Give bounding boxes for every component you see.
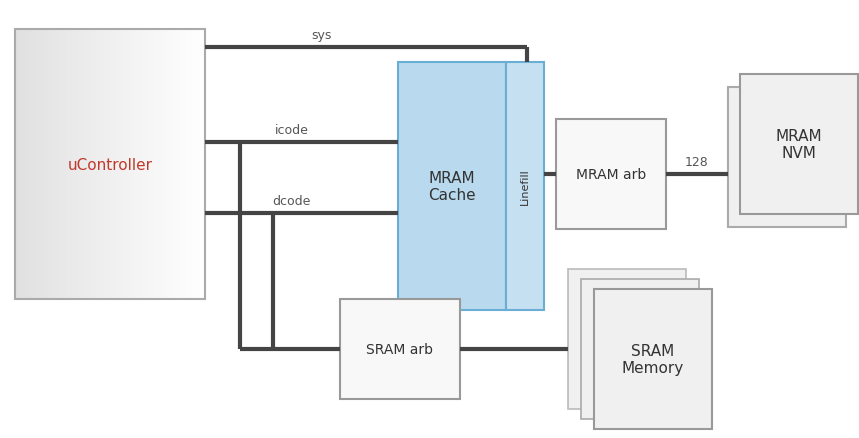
Text: 128: 128	[685, 155, 709, 169]
Bar	[398, 63, 506, 310]
Bar	[18, 30, 21, 299]
Bar	[170, 30, 174, 299]
Bar	[50, 30, 53, 299]
Bar	[56, 30, 60, 299]
Bar	[174, 30, 177, 299]
Bar	[40, 30, 44, 299]
Bar	[78, 30, 82, 299]
Text: Linefill: Linefill	[520, 168, 530, 205]
Bar	[132, 30, 136, 299]
Bar	[34, 30, 38, 299]
Bar	[88, 30, 92, 299]
Bar	[85, 30, 88, 299]
Bar	[180, 30, 183, 299]
Bar	[556, 120, 666, 230]
Bar	[63, 30, 66, 299]
Bar	[151, 30, 155, 299]
Bar	[101, 30, 104, 299]
Bar	[136, 30, 139, 299]
Bar	[186, 30, 190, 299]
Bar	[189, 30, 192, 299]
Bar	[125, 30, 130, 299]
Bar	[44, 30, 47, 299]
Bar	[25, 30, 28, 299]
Bar	[157, 30, 161, 299]
Bar	[76, 30, 79, 299]
Bar	[161, 30, 164, 299]
Bar	[728, 88, 846, 227]
Bar	[82, 30, 85, 299]
Bar	[107, 30, 111, 299]
Bar	[104, 30, 107, 299]
Bar	[155, 30, 158, 299]
Text: dcode: dcode	[272, 194, 311, 207]
Bar	[59, 30, 63, 299]
Bar	[202, 30, 205, 299]
Text: SRAM arb: SRAM arb	[367, 342, 434, 356]
Bar	[594, 290, 712, 429]
Bar	[176, 30, 180, 299]
Text: MRAM
NVM: MRAM NVM	[776, 128, 822, 161]
Bar	[167, 30, 171, 299]
Bar	[97, 30, 101, 299]
Bar	[192, 30, 196, 299]
Bar	[37, 30, 41, 299]
Bar	[340, 299, 460, 399]
Bar	[69, 30, 72, 299]
Bar	[138, 30, 143, 299]
Bar	[198, 30, 203, 299]
Bar	[21, 30, 25, 299]
Bar	[94, 30, 98, 299]
Bar	[196, 30, 199, 299]
Text: icode: icode	[275, 124, 308, 137]
Bar	[27, 30, 31, 299]
Bar	[581, 279, 699, 419]
Text: sys: sys	[311, 29, 332, 42]
Bar	[183, 30, 186, 299]
Bar	[116, 30, 120, 299]
Bar	[506, 63, 544, 310]
Bar	[53, 30, 57, 299]
Bar	[91, 30, 94, 299]
Text: uController: uController	[68, 157, 153, 172]
Bar	[142, 30, 145, 299]
Bar	[72, 30, 76, 299]
Bar	[113, 30, 117, 299]
Bar	[65, 30, 70, 299]
Bar	[119, 30, 123, 299]
Text: MRAM arb: MRAM arb	[576, 168, 646, 182]
Text: SRAM
Memory: SRAM Memory	[622, 343, 684, 375]
Bar	[110, 30, 113, 299]
Bar	[164, 30, 168, 299]
Bar	[740, 75, 858, 215]
Bar	[15, 30, 205, 299]
Bar	[129, 30, 132, 299]
Bar	[568, 269, 686, 409]
Bar	[31, 30, 34, 299]
Text: MRAM
Cache: MRAM Cache	[428, 170, 476, 203]
Bar	[148, 30, 152, 299]
Bar	[145, 30, 149, 299]
Bar	[46, 30, 51, 299]
Bar	[15, 30, 19, 299]
Bar	[123, 30, 126, 299]
